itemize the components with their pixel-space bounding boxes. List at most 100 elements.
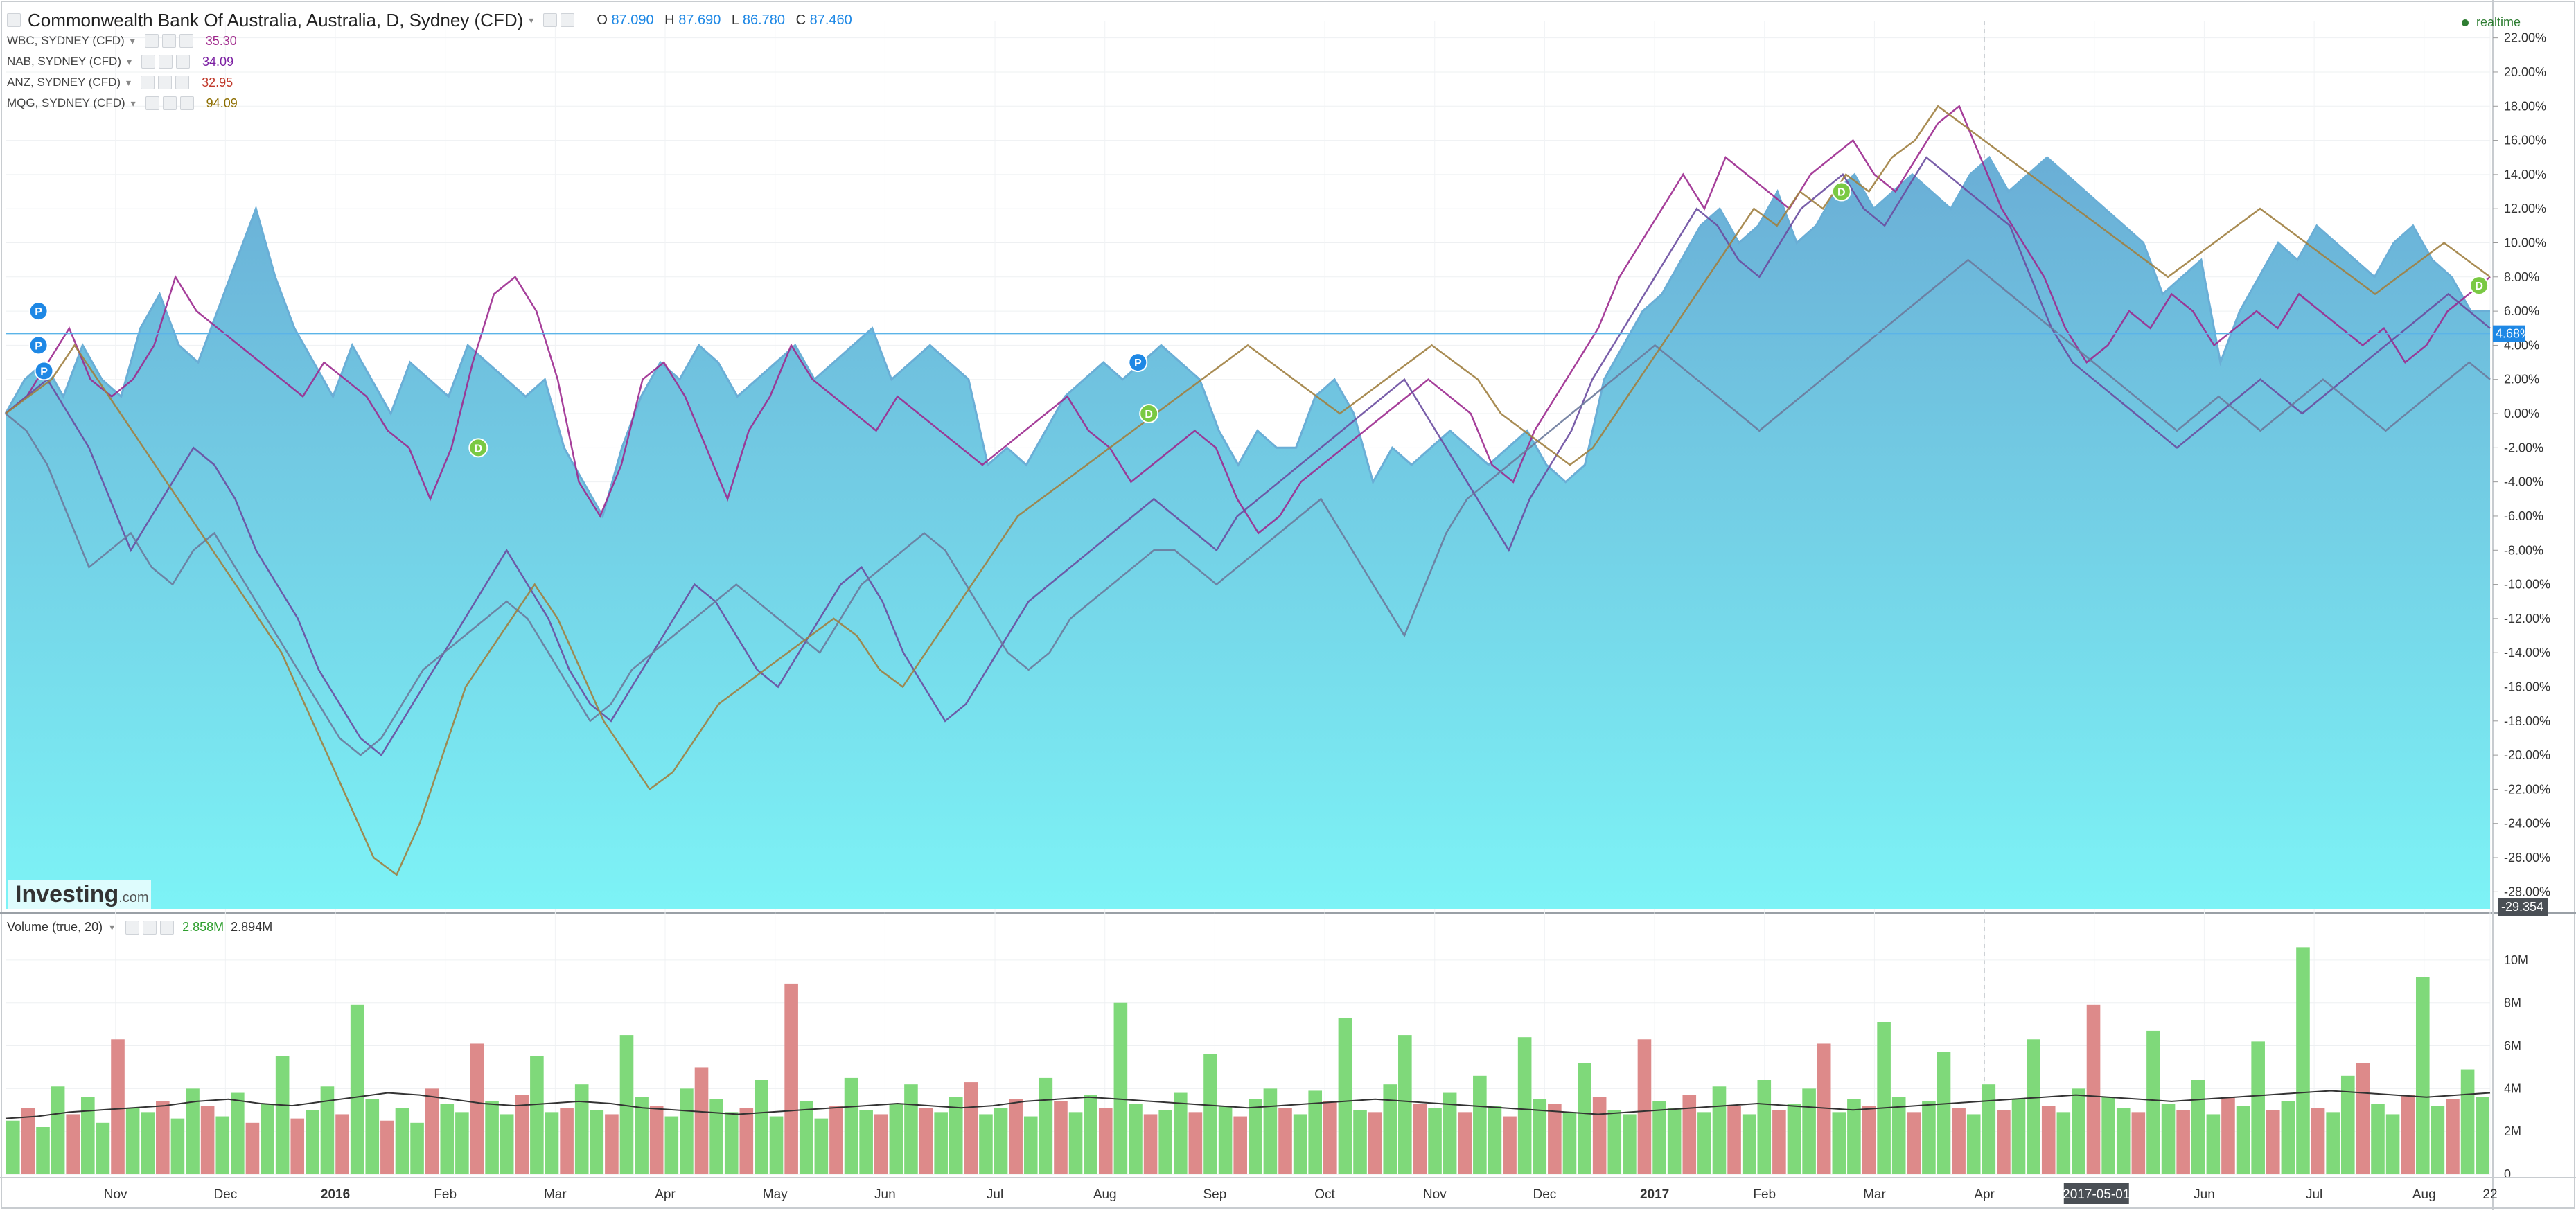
volume-bar: [200, 1106, 215, 1174]
price-label: 4.68%: [2496, 327, 2531, 341]
volume-tick-label: 10M: [2504, 953, 2528, 967]
volume-bar: [2446, 1099, 2460, 1174]
volume-bar: [919, 1108, 933, 1174]
volume-bar: [1757, 1080, 1772, 1174]
x-tick-label: Apr: [1974, 1187, 1995, 1202]
y-tick-label: -12.00%: [2504, 612, 2550, 626]
volume-bar: [1203, 1054, 1217, 1174]
chevron-down-icon[interactable]: ▾: [109, 921, 115, 932]
volume-bar: [1578, 1063, 1591, 1174]
settings-icon[interactable]: [144, 34, 159, 48]
settings-icon[interactable]: [145, 96, 159, 110]
x-tick-label: Jul: [2306, 1187, 2322, 1202]
volume-bar: [1368, 1112, 1382, 1174]
volume-buttons: [125, 920, 175, 935]
eye-icon[interactable]: [143, 920, 157, 935]
close-icon[interactable]: [176, 55, 191, 69]
dividend-d-marker-label: D: [2475, 281, 2483, 292]
y-tick-label: -20.00%: [2504, 748, 2550, 762]
eye-icon[interactable]: [561, 13, 575, 27]
volume-bar: [306, 1110, 319, 1174]
volume-bar: [680, 1088, 694, 1174]
volume-bar: [380, 1120, 394, 1174]
volume-bar: [1682, 1095, 1697, 1174]
y-tick-label: 2.00%: [2504, 373, 2539, 387]
volume-bar: [66, 1114, 80, 1174]
volume-bar: [694, 1067, 709, 1174]
chevron-down-icon[interactable]: ▾: [130, 35, 135, 46]
volume-bar: [2236, 1106, 2250, 1174]
y-tick-label: 18.00%: [2504, 99, 2546, 113]
volume-bar: [1832, 1112, 1846, 1174]
dividend-p-marker: [1128, 353, 1148, 373]
volume-bar: [2371, 1104, 2385, 1174]
volume-bar: [261, 1104, 274, 1174]
eye-icon[interactable]: [162, 96, 177, 110]
comparison-value: 32.95: [202, 76, 233, 89]
volume-bar: [769, 1116, 784, 1174]
volume-bar: [1173, 1092, 1188, 1174]
y-tick-label: -22.00%: [2504, 782, 2550, 796]
y-tick-label: -10.00%: [2504, 578, 2550, 592]
chevron-down-icon[interactable]: ▾: [126, 77, 132, 88]
y-tick-label: 16.00%: [2504, 134, 2546, 148]
x-tick-label: Feb: [434, 1187, 457, 1202]
eye-icon[interactable]: [161, 34, 176, 48]
eye-icon[interactable]: [159, 55, 173, 69]
y-tick-label: -14.00%: [2504, 646, 2550, 659]
volume-bar: [1667, 1108, 1682, 1174]
nab-series-line: [5, 156, 2491, 756]
y-tick-label: 12.00%: [2504, 202, 2546, 215]
volume-bar: [649, 1106, 664, 1174]
volume-bar: [1098, 1108, 1113, 1174]
volume-bar: [889, 1104, 903, 1174]
collapse-icon[interactable]: [7, 13, 21, 27]
chevron-down-icon[interactable]: ▾: [127, 56, 132, 67]
dividend-p-marker: [34, 361, 54, 381]
volume-bar: [1023, 1116, 1038, 1174]
volume-bar: [2251, 1041, 2265, 1174]
volume-bar: [2340, 1075, 2355, 1174]
volume-bar: [231, 1092, 245, 1174]
eye-icon[interactable]: [158, 76, 173, 89]
settings-icon[interactable]: [543, 13, 558, 27]
close-icon[interactable]: [160, 920, 175, 935]
volume-bar: [440, 1104, 455, 1174]
close-icon[interactable]: [175, 76, 190, 89]
y-tick-label: 20.00%: [2504, 65, 2546, 79]
close-icon[interactable]: [179, 34, 193, 48]
close-icon[interactable]: [179, 96, 194, 110]
volume-bar: [81, 1097, 95, 1174]
x-tick-label: Apr: [655, 1187, 676, 1202]
dividend-d-marker: [1139, 404, 1159, 424]
settings-icon[interactable]: [125, 920, 140, 935]
volume-bar: [1607, 1110, 1622, 1174]
x-tick-label: Sep: [1203, 1187, 1226, 1202]
volume-bar: [2191, 1080, 2205, 1174]
settings-icon[interactable]: [141, 76, 155, 89]
volume-bar: [1458, 1112, 1472, 1174]
dividend-p-marker-label: P: [1134, 357, 1142, 369]
anz-series-line: [5, 258, 2491, 756]
chevron-down-icon[interactable]: ▾: [529, 15, 534, 26]
volume-tick-label: 8M: [2504, 996, 2521, 1010]
dividend-d-marker: [1831, 181, 1851, 202]
y-tick-label: 22.00%: [2504, 31, 2546, 45]
volume-bar: [709, 1099, 723, 1174]
settings-icon[interactable]: [141, 55, 156, 69]
volume-bar: [2296, 947, 2310, 1174]
volume-bar: [1548, 1104, 1562, 1174]
volume-bar: [320, 1086, 335, 1174]
comparison-symbol: MQG, SYDNEY (CFD): [7, 96, 125, 109]
dividend-d-marker-label: D: [1145, 409, 1153, 420]
volume-bar: [1158, 1110, 1172, 1174]
volume-bar: [1517, 1037, 1532, 1174]
x-tick-label: Aug: [2412, 1187, 2436, 1202]
volume-bar: [1293, 1114, 1307, 1174]
volume-bar: [1398, 1035, 1412, 1174]
volume-bar: [470, 1043, 484, 1174]
volume-bar: [1353, 1110, 1367, 1174]
chevron-down-icon[interactable]: ▾: [130, 98, 136, 109]
volume-tick-label: 2M: [2504, 1124, 2521, 1138]
volume-bar: [1891, 1097, 1906, 1174]
